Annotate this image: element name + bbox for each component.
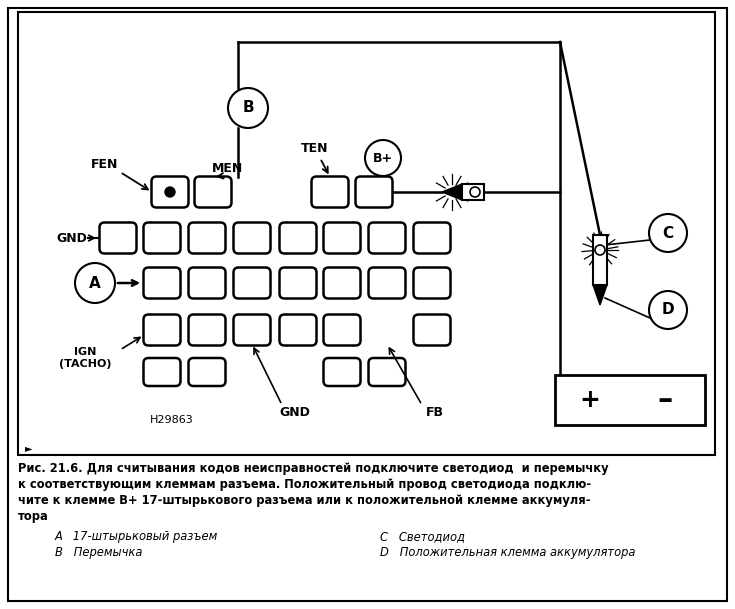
Text: GND: GND xyxy=(57,231,87,244)
Circle shape xyxy=(470,187,480,197)
Text: B   Перемычка: B Перемычка xyxy=(55,546,143,559)
FancyBboxPatch shape xyxy=(188,222,226,253)
FancyBboxPatch shape xyxy=(279,222,317,253)
Text: ►: ► xyxy=(25,443,32,453)
FancyBboxPatch shape xyxy=(323,314,360,345)
FancyBboxPatch shape xyxy=(323,358,360,386)
Circle shape xyxy=(165,187,175,197)
Text: A: A xyxy=(89,275,101,290)
Circle shape xyxy=(75,263,115,303)
Text: D   Положительная клемма аккумулятора: D Положительная клемма аккумулятора xyxy=(380,546,635,559)
Text: к соответствующим клеммам разъема. Положительный провод светодиода подклю-: к соответствующим клеммам разъема. Полож… xyxy=(18,478,591,491)
FancyBboxPatch shape xyxy=(414,222,451,253)
Text: B: B xyxy=(243,100,254,116)
Text: чите к клемме В+ 17-штырькового разъема или к положительной клемме аккумуля-: чите к клемме В+ 17-штырькового разъема … xyxy=(18,494,590,507)
Text: H29863: H29863 xyxy=(150,415,194,425)
FancyBboxPatch shape xyxy=(234,314,270,345)
FancyBboxPatch shape xyxy=(368,222,406,253)
Text: C: C xyxy=(662,225,673,241)
FancyBboxPatch shape xyxy=(356,177,392,208)
Bar xyxy=(593,235,607,285)
Text: A   17-штырьковый разъем: A 17-штырьковый разъем xyxy=(55,530,218,543)
FancyBboxPatch shape xyxy=(368,358,406,386)
FancyBboxPatch shape xyxy=(323,222,360,253)
Circle shape xyxy=(228,88,268,128)
Bar xyxy=(18,12,715,455)
Circle shape xyxy=(365,140,401,176)
Text: IGN
(TACHO): IGN (TACHO) xyxy=(59,347,111,369)
Text: B+: B+ xyxy=(373,152,393,164)
FancyBboxPatch shape xyxy=(99,222,137,253)
Text: GND: GND xyxy=(279,406,310,418)
Text: +: + xyxy=(580,388,600,412)
FancyBboxPatch shape xyxy=(188,358,226,386)
Text: FB: FB xyxy=(426,406,444,418)
FancyBboxPatch shape xyxy=(368,267,406,298)
Circle shape xyxy=(649,214,687,252)
Polygon shape xyxy=(593,285,607,305)
Bar xyxy=(555,375,705,425)
Text: –: – xyxy=(657,385,673,415)
Circle shape xyxy=(595,245,605,255)
FancyBboxPatch shape xyxy=(323,267,360,298)
FancyBboxPatch shape xyxy=(312,177,348,208)
Circle shape xyxy=(649,291,687,329)
Text: тора: тора xyxy=(18,510,49,523)
Text: FEN: FEN xyxy=(91,158,118,172)
FancyBboxPatch shape xyxy=(414,314,451,345)
Text: D: D xyxy=(662,303,674,317)
Text: TEN: TEN xyxy=(301,141,329,155)
FancyBboxPatch shape xyxy=(143,358,181,386)
FancyBboxPatch shape xyxy=(151,177,188,208)
FancyBboxPatch shape xyxy=(414,267,451,298)
FancyBboxPatch shape xyxy=(188,267,226,298)
FancyBboxPatch shape xyxy=(143,222,181,253)
FancyBboxPatch shape xyxy=(279,267,317,298)
FancyBboxPatch shape xyxy=(234,222,270,253)
Polygon shape xyxy=(442,184,462,200)
FancyBboxPatch shape xyxy=(143,314,181,345)
FancyBboxPatch shape xyxy=(234,267,270,298)
FancyBboxPatch shape xyxy=(188,314,226,345)
Bar xyxy=(462,184,484,200)
Text: C   Светодиод: C Светодиод xyxy=(380,530,465,543)
FancyBboxPatch shape xyxy=(195,177,232,208)
Text: MEN: MEN xyxy=(212,161,243,175)
FancyBboxPatch shape xyxy=(279,314,317,345)
Text: Рис. 21.6. Для считывания кодов неисправностей подключите светодиод  и перемычку: Рис. 21.6. Для считывания кодов неисправ… xyxy=(18,462,609,475)
FancyBboxPatch shape xyxy=(143,267,181,298)
